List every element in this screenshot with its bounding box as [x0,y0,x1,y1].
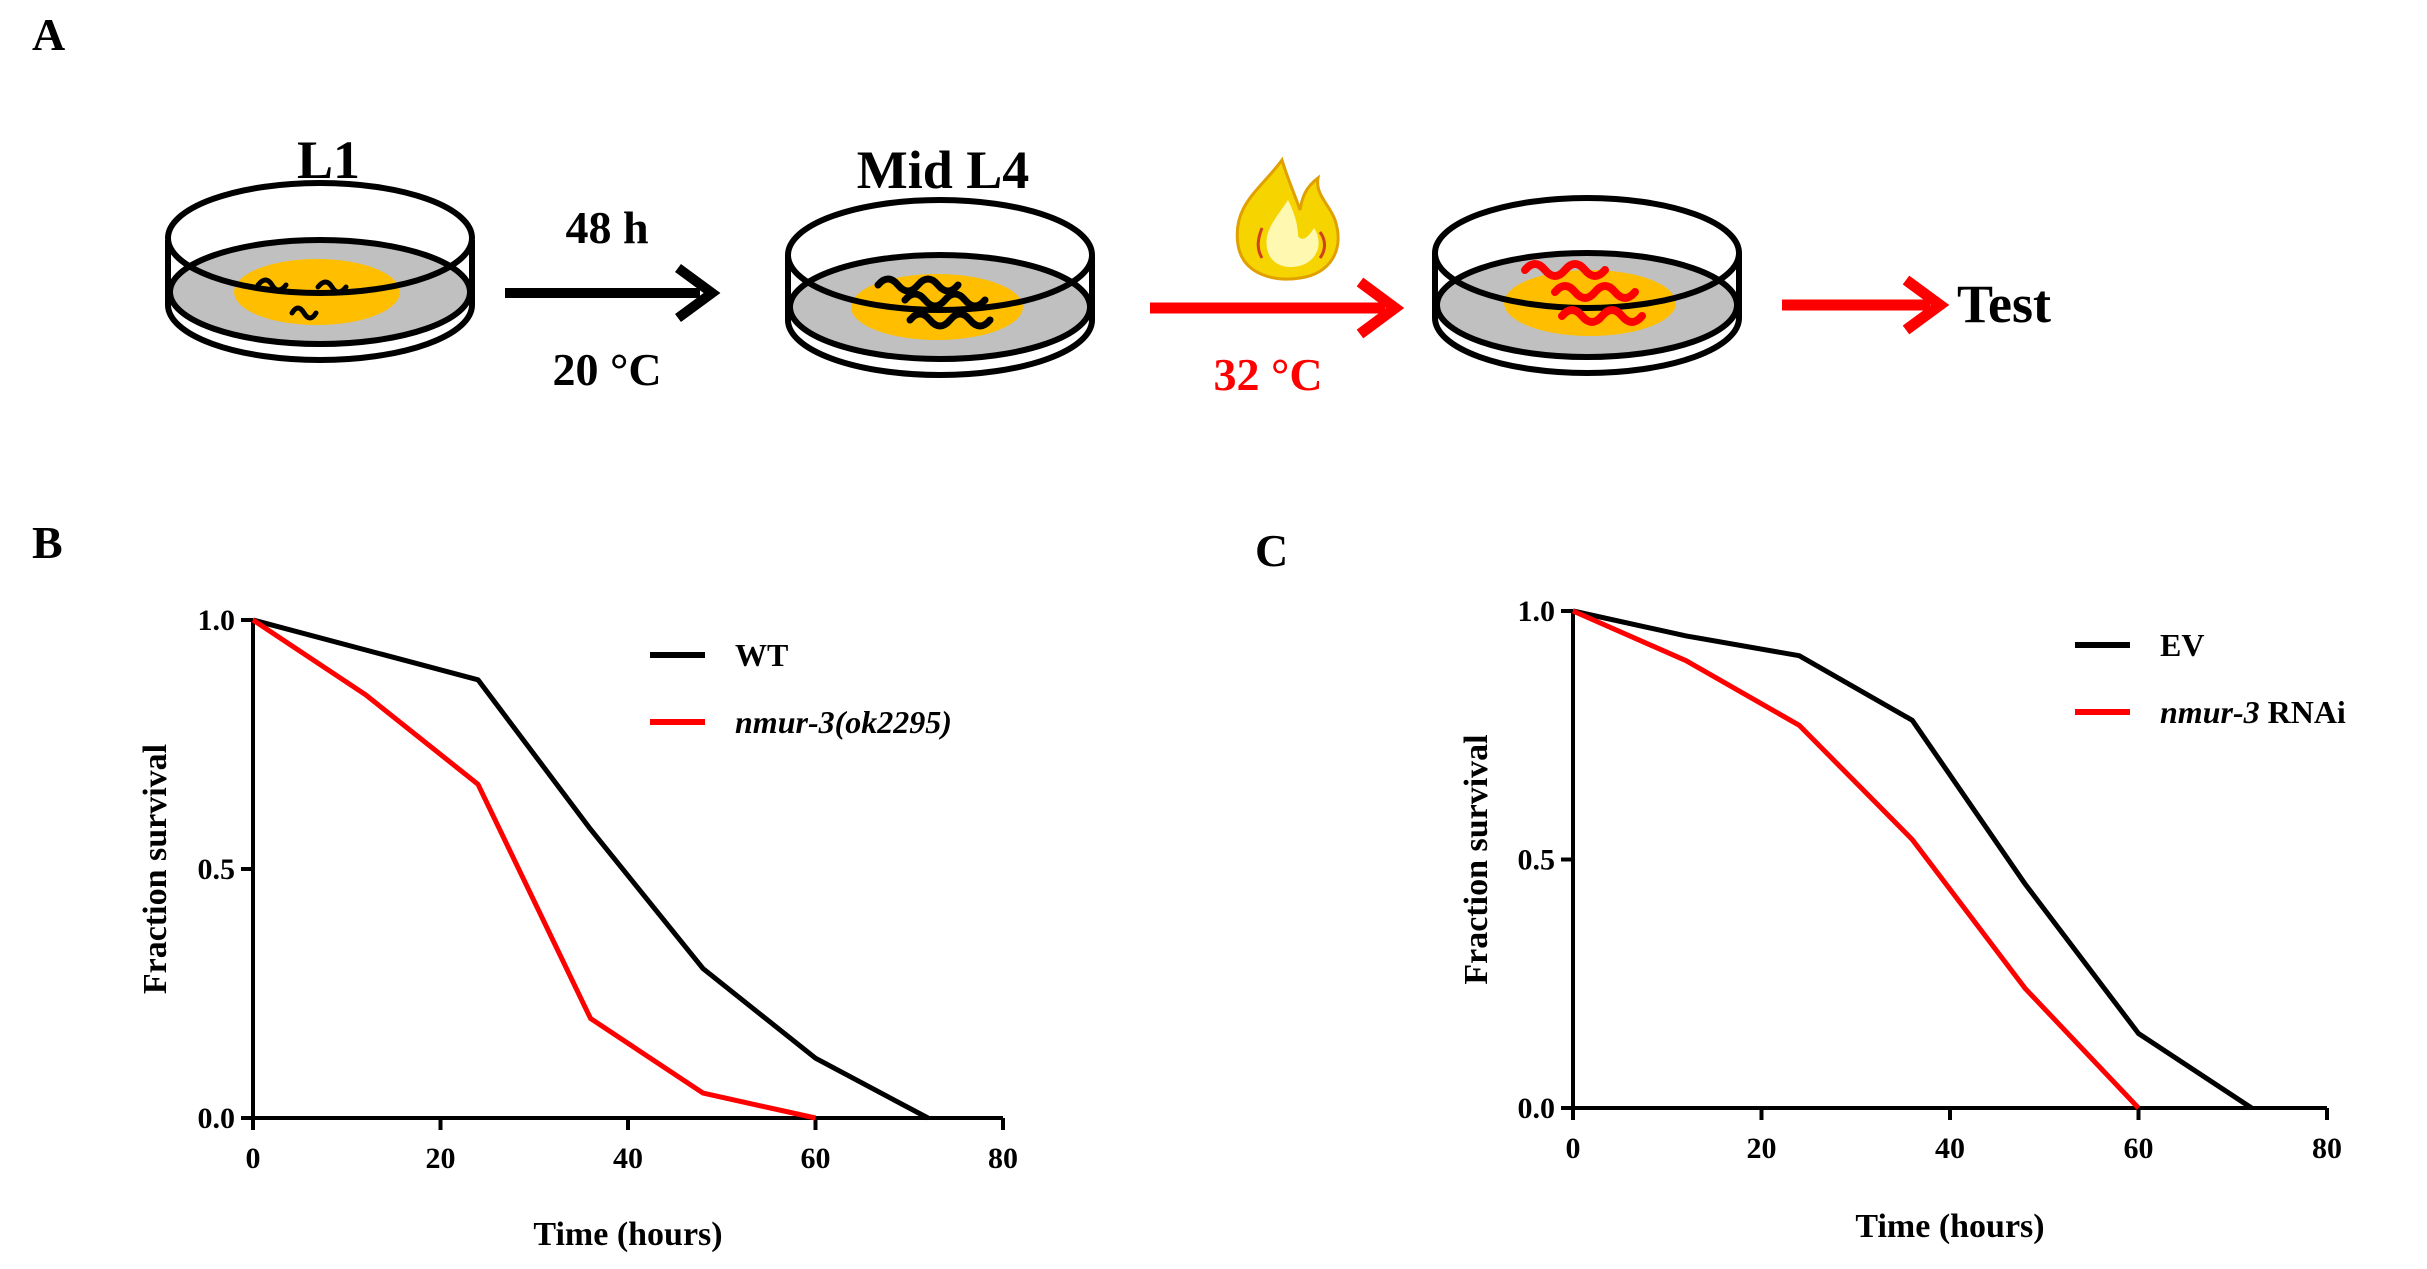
legend-label-1: nmur-3(ok2295) [735,704,952,740]
final-label: Test [1957,274,2051,334]
x-tick-label: 80 [2312,1132,2342,1165]
x-tick-label: 0 [1566,1132,1581,1165]
legend-label-0: EV [2160,627,2204,663]
x-axis-title: Time (hours) [1855,1208,2044,1245]
y-tick-label: 1.0 [198,604,236,637]
x-tick-label: 60 [2124,1132,2154,1165]
stage2-label: Mid L4 [857,140,1030,200]
x-tick-label: 40 [1935,1132,1965,1165]
stage1-label: L1 [297,130,360,190]
y-axis-title: Fraction survival [1458,734,1495,984]
series-line-1 [251,617,817,1121]
flame-icon [1235,156,1340,281]
x-tick-label: 20 [426,1142,456,1175]
worm-icon [255,277,349,321]
series-line-1 [1571,608,2141,1110]
series-line-0 [252,617,930,1121]
series-line-0 [1572,608,2253,1111]
panel-letter-a: A [32,9,65,60]
survival-chart-b: 0 20 40 60 80 0.0 0.5 1.0 Time (hours) Fraction s… [137,604,1018,1253]
petri-dish-icon [165,180,475,363]
x-axis-title: Time (hours) [533,1216,722,1253]
legend-label-0: WT [735,637,788,673]
x-tick-label: 0 [246,1142,261,1175]
arrow-icon [1356,277,1405,339]
y-tick-label: 0.0 [198,1102,236,1135]
arrow-icon [1902,275,1950,335]
schematic: L1 48 h 20 °C Mid L4 32 °C [165,130,2051,400]
petri-dish-icon [785,197,1095,378]
arrow-icon [675,263,721,323]
y-tick-label: 1.0 [1518,595,1556,628]
petri-dish-icon [1432,195,1742,376]
panel-letter-b: B [32,517,63,568]
step2-temperature: 32 °C [1213,349,1322,400]
worm-icon [874,275,994,330]
survival-chart-c: 0 20 40 60 80 0.0 0.5 1.0 Time (hours) Fraction s… [1458,595,2346,1245]
y-tick-label: 0.5 [198,853,236,886]
x-tick-label: 80 [988,1142,1018,1175]
panel-letter-c: C [1255,525,1288,576]
worm-icon [1521,260,1646,326]
x-tick-label: 40 [613,1142,643,1175]
y-tick-label: 0.5 [1518,844,1556,877]
step1-duration: 48 h [565,202,648,253]
y-axis-title: Fraction survival [137,744,174,994]
x-tick-label: 20 [1747,1132,1777,1165]
y-tick-label: 0.0 [1518,1092,1556,1125]
x-tick-label: 60 [801,1142,831,1175]
step1-temperature: 20 °C [552,344,661,395]
legend-label-1: nmur-3 RNAi [2160,694,2346,730]
